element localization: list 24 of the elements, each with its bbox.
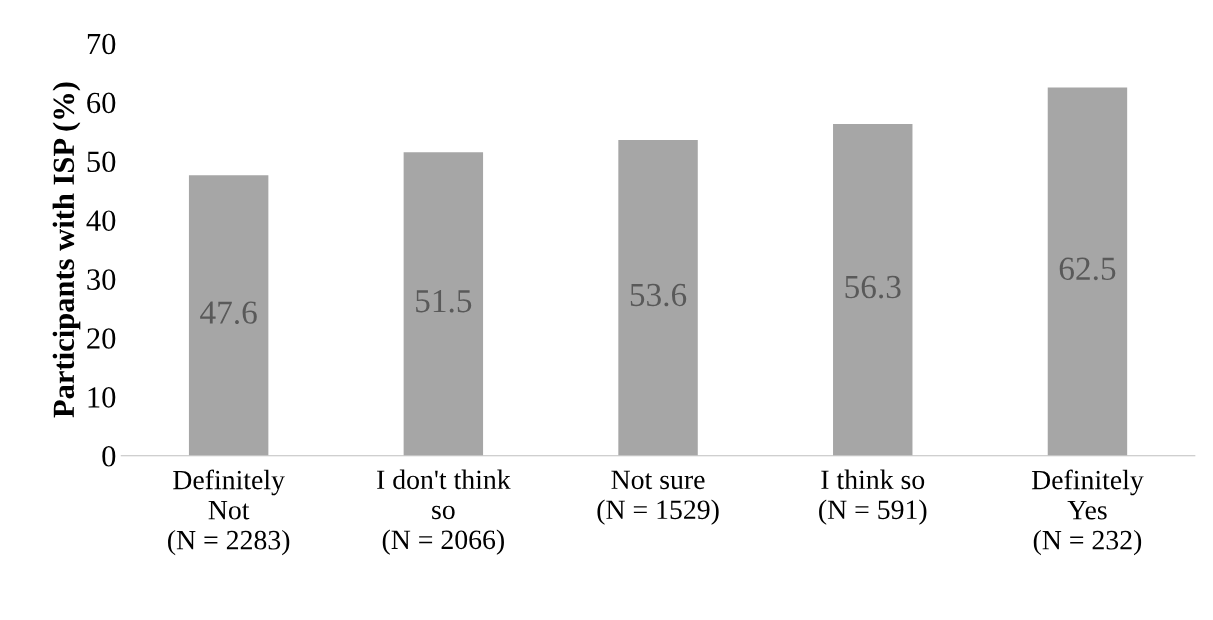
data-label: 56.3 [845,275,901,299]
bar [403,152,484,456]
bar [188,175,269,456]
data-label: 47.6 [200,301,257,325]
x-tick-label: Definitely Yes (N = 232) [1031,469,1144,556]
y-tick-label: 60 [87,92,116,114]
data-label: 53.6 [630,283,687,307]
x-tick-label: I don't think so (N = 2066) [377,469,511,555]
y-tick-label: 30 [87,269,116,290]
y-axis-title: Participants with ISP (%) [52,82,81,418]
y-tick-label: 20 [87,328,116,349]
y-tick-label: 40 [86,210,116,231]
x-tick-label: Not sure (N = 1529) [597,470,719,525]
x-tick-label: I think so (N = 591) [819,469,927,525]
y-tick-label: 70 [87,33,116,55]
x-tick-label: Definitely Not (N = 2283) [168,469,290,556]
bar [833,124,913,456]
data-label: 51.5 [416,290,472,313]
data-label: 62.5 [1059,257,1116,281]
bar [618,140,698,456]
y-tick-label: 0 [102,445,116,467]
y-tick-label: 10 [88,387,116,408]
y-tick-label: 50 [87,151,116,173]
bar [1047,87,1128,456]
